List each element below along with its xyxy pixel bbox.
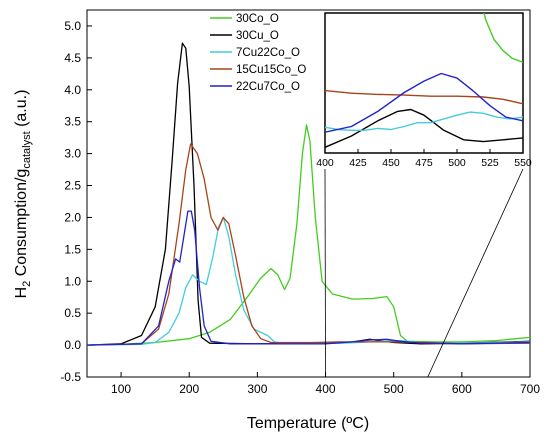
- legend-label-30Co_O: 30Co_O: [236, 13, 279, 25]
- series-line-15Cu15Co_O: [86, 143, 531, 346]
- inset-x-tick-label: 525: [481, 157, 499, 169]
- inset-x-tick-label: 475: [415, 157, 433, 169]
- y-axis-title: H2 Consumption/gcatalyst (a.u.): [13, 90, 33, 299]
- x-tick-label: 100: [111, 382, 131, 396]
- main-axes: 100 200 300 400 500 600 700 -0.5 0.0 0.5 1.0 1.5 2.0…: [60, 19, 540, 396]
- inset-x-tick-label: 400: [316, 157, 334, 169]
- x-tick-label: 200: [179, 382, 199, 396]
- legend-label-15Cu15Co_O: 15Cu15Co_O: [236, 64, 306, 76]
- y-tick-label: 3.5: [64, 115, 81, 129]
- inset-series-line-7Cu22Co_O: [325, 111, 523, 131]
- x-tick-label: 500: [384, 382, 404, 396]
- legend-label-22Cu7Co_O: 22Cu7Co_O: [236, 81, 300, 93]
- inset-series-line-15Cu15Co_O: [325, 89, 523, 105]
- y-axis-title-sub2: catalyst: [21, 131, 33, 168]
- y-axis-title-end: (a.u.): [13, 90, 30, 132]
- y-tick-label: 5.0: [64, 19, 81, 33]
- inset-x-tick-label: 550: [514, 157, 532, 169]
- inset-plot-frame: [324, 12, 524, 154]
- y-tick-label: 0.5: [64, 306, 81, 320]
- x-tick-label: 600: [452, 382, 472, 396]
- legend-label-7Cu22Co_O: 7Cu22Co_O: [236, 47, 300, 59]
- y-tick-label: 3.0: [64, 147, 81, 161]
- y-axis-title-mid: Consumption/g: [13, 169, 30, 281]
- y-tick-label: 1.0: [64, 274, 81, 288]
- main-plot-frame: [86, 9, 531, 378]
- y-tick-label: 2.0: [64, 210, 81, 224]
- inset-series-group: [325, 13, 523, 148]
- y-tick-label: -0.5: [60, 370, 81, 384]
- inset-series-line-30Cu_O: [325, 108, 523, 148]
- main-series-group: [86, 42, 531, 346]
- inset-x-tick-label: 500: [448, 157, 466, 169]
- y-axis-title-h: H: [13, 287, 30, 299]
- y-tick-label: 4.5: [64, 51, 81, 65]
- series-line-22Cu7Co_O: [86, 210, 531, 346]
- x-tick-label: 300: [247, 382, 267, 396]
- zoom-connector-right: [427, 168, 524, 378]
- y-tick-label: 2.5: [64, 179, 81, 193]
- inset-series-line-22Cu7Co_O: [325, 72, 523, 133]
- inset-series-line-30Co_O: [483, 13, 523, 63]
- zoom-connector-left: [324, 168, 326, 378]
- series-line-30Co_O: [86, 124, 531, 346]
- legend-label-30Cu_O: 30Cu_O: [236, 30, 279, 42]
- inset-axes: 400 425 450 475 500 525 550: [316, 149, 532, 169]
- y-tick-label: 4.0: [64, 83, 81, 97]
- legend: 30Co_O 30Cu_O 7Cu22Co_O 15Cu15Co_O 22Cu7Co_O: [210, 13, 306, 93]
- x-tick-label: 700: [520, 382, 540, 396]
- x-tick-label: 400: [316, 382, 336, 396]
- x-axis-title: Temperature (ºC): [247, 415, 369, 432]
- inset-x-tick-label: 450: [382, 157, 400, 169]
- y-tick-label: 1.5: [64, 242, 81, 256]
- inset-x-tick-label: 425: [349, 157, 367, 169]
- y-tick-label: 0.0: [64, 338, 81, 352]
- y-axis-title-sub: 2: [21, 281, 33, 287]
